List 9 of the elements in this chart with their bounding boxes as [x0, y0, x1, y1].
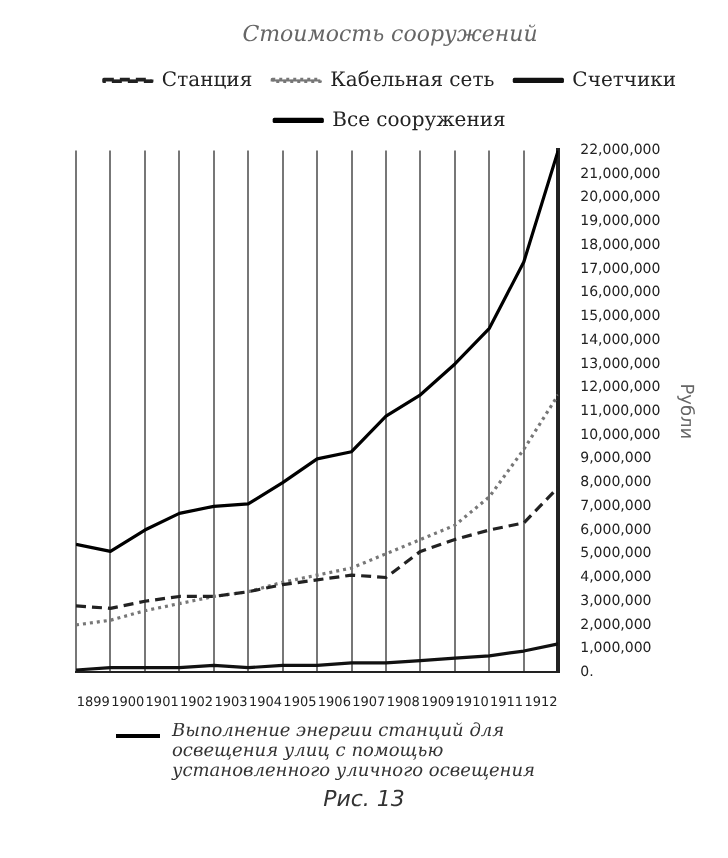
legend-label: Кабельная сеть: [330, 69, 496, 92]
text: Рис. 13: [321, 786, 407, 812]
legend-label: Счетчики: [572, 69, 677, 92]
legend-title: Стоимость сооружений: [242, 20, 538, 47]
legend-label: Станция: [161, 69, 253, 92]
text: Выполнение энергии станций для освещения улиц с помощью установленного уличного освещения: [172, 722, 537, 782]
y-axis-title: Рубли: [674, 383, 695, 440]
legend-label: Все сооружения: [332, 109, 506, 132]
line-series: [76, 393, 559, 627]
